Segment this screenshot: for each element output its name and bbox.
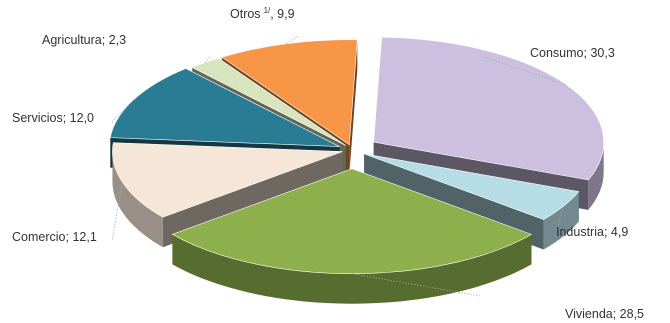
slice-rim-vivienda [172, 234, 532, 304]
slice-rim-consumo [588, 142, 604, 210]
slice-agricultura [191, 57, 347, 146]
leader-line-otros [286, 35, 299, 44]
pie-tops [109, 36, 604, 274]
data-label-industria: Industria; 4,9 [556, 225, 628, 239]
leader-line-vivienda [351, 273, 481, 297]
data-label-comercio: Comercio; 12,1 [12, 230, 97, 244]
leader-line-comercio [111, 182, 123, 242]
pie-labels: Consumo; 30,3 Industria; 4,9 Vivienda; 28,… [12, 6, 644, 321]
data-label-consumo: Consumo; 30,3 [530, 46, 615, 60]
leader-line-agricultura [204, 56, 211, 63]
slice-servicios [109, 68, 340, 147]
slice-rim-industria [543, 191, 579, 250]
leader-line-industria [554, 206, 564, 237]
data-label-vivienda: Vivienda; 28,5 [565, 307, 644, 321]
leader-line-consumo [483, 56, 566, 85]
data-label-otros: Otros 1/, 9,9 [230, 6, 295, 21]
leader-line-servicios [111, 99, 134, 123]
slice-industria [364, 153, 580, 220]
data-label-agricultura: Agricultura; 2,3 [42, 33, 126, 47]
slice-vivienda [171, 168, 533, 274]
data-label-servicios: Servicios; 12,0 [12, 111, 94, 125]
slice-side-otros [349, 39, 358, 175]
